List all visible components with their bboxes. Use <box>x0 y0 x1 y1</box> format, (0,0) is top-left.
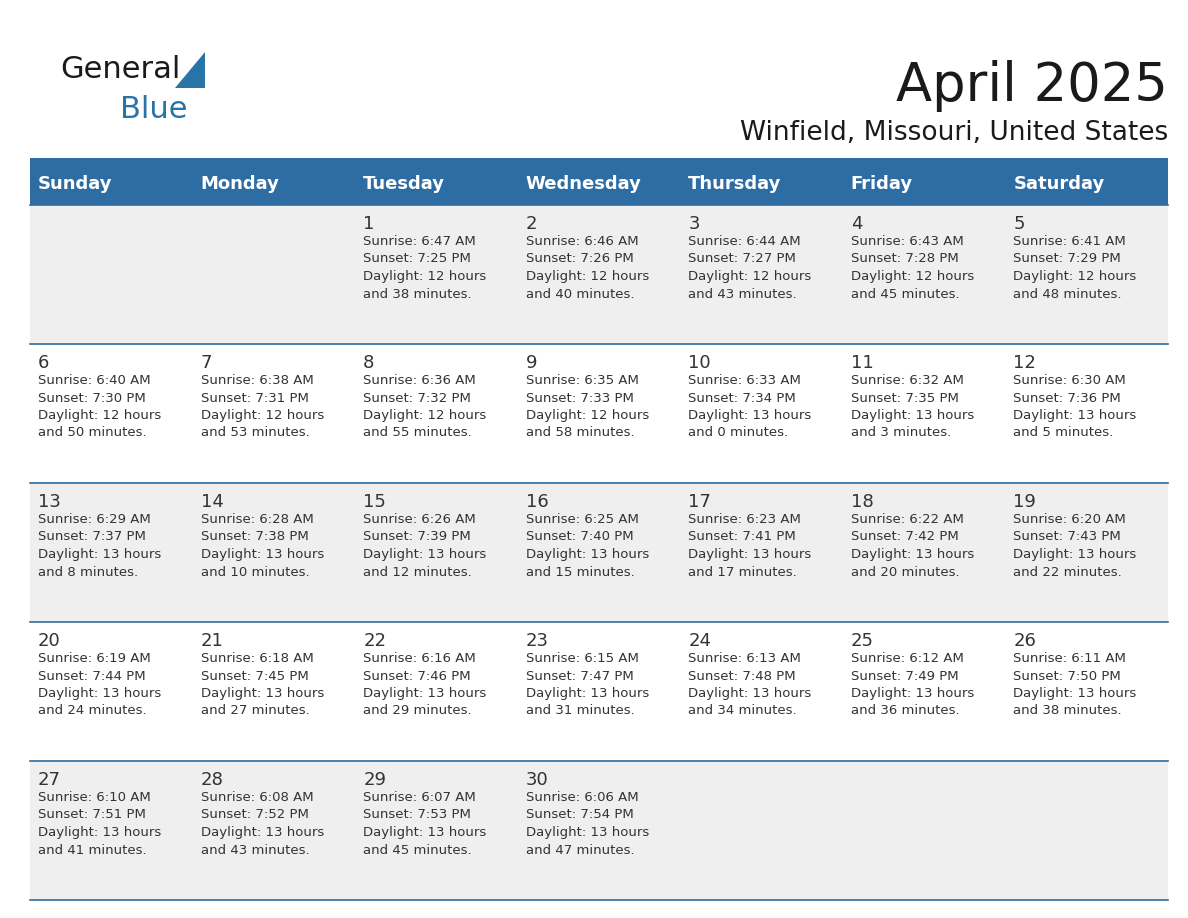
Text: Sunrise: 6:26 AM
Sunset: 7:39 PM
Daylight: 13 hours
and 12 minutes.: Sunrise: 6:26 AM Sunset: 7:39 PM Dayligh… <box>364 513 486 578</box>
Text: Sunrise: 6:32 AM
Sunset: 7:35 PM
Daylight: 13 hours
and 3 minutes.: Sunrise: 6:32 AM Sunset: 7:35 PM Dayligh… <box>851 374 974 440</box>
Text: April 2025: April 2025 <box>896 60 1168 112</box>
Text: 11: 11 <box>851 354 873 372</box>
Text: Sunrise: 6:16 AM
Sunset: 7:46 PM
Daylight: 13 hours
and 29 minutes.: Sunrise: 6:16 AM Sunset: 7:46 PM Dayligh… <box>364 652 486 718</box>
Text: 25: 25 <box>851 632 874 650</box>
Text: Sunrise: 6:40 AM
Sunset: 7:30 PM
Daylight: 12 hours
and 50 minutes.: Sunrise: 6:40 AM Sunset: 7:30 PM Dayligh… <box>38 374 162 440</box>
Bar <box>30 761 1168 900</box>
Bar <box>30 483 1168 622</box>
Text: Sunrise: 6:38 AM
Sunset: 7:31 PM
Daylight: 12 hours
and 53 minutes.: Sunrise: 6:38 AM Sunset: 7:31 PM Dayligh… <box>201 374 324 440</box>
Text: 14: 14 <box>201 493 223 511</box>
Text: Saturday: Saturday <box>1013 175 1105 193</box>
Text: Tuesday: Tuesday <box>364 175 446 193</box>
Text: Sunrise: 6:11 AM
Sunset: 7:50 PM
Daylight: 13 hours
and 38 minutes.: Sunrise: 6:11 AM Sunset: 7:50 PM Dayligh… <box>1013 652 1137 718</box>
Text: Winfield, Missouri, United States: Winfield, Missouri, United States <box>740 120 1168 146</box>
Text: Sunrise: 6:15 AM
Sunset: 7:47 PM
Daylight: 13 hours
and 31 minutes.: Sunrise: 6:15 AM Sunset: 7:47 PM Dayligh… <box>526 652 649 718</box>
Text: Sunrise: 6:19 AM
Sunset: 7:44 PM
Daylight: 13 hours
and 24 minutes.: Sunrise: 6:19 AM Sunset: 7:44 PM Dayligh… <box>38 652 162 718</box>
Text: 21: 21 <box>201 632 223 650</box>
Text: Sunrise: 6:46 AM
Sunset: 7:26 PM
Daylight: 12 hours
and 40 minutes.: Sunrise: 6:46 AM Sunset: 7:26 PM Dayligh… <box>526 235 649 300</box>
Text: 10: 10 <box>688 354 710 372</box>
Text: Sunrise: 6:07 AM
Sunset: 7:53 PM
Daylight: 13 hours
and 45 minutes.: Sunrise: 6:07 AM Sunset: 7:53 PM Dayligh… <box>364 791 486 856</box>
Text: 15: 15 <box>364 493 386 511</box>
Text: Sunrise: 6:44 AM
Sunset: 7:27 PM
Daylight: 12 hours
and 43 minutes.: Sunrise: 6:44 AM Sunset: 7:27 PM Dayligh… <box>688 235 811 300</box>
Text: 29: 29 <box>364 771 386 789</box>
Text: 17: 17 <box>688 493 712 511</box>
Text: Sunday: Sunday <box>38 175 113 193</box>
Text: Thursday: Thursday <box>688 175 782 193</box>
Text: 16: 16 <box>526 493 549 511</box>
Text: Sunrise: 6:29 AM
Sunset: 7:37 PM
Daylight: 13 hours
and 8 minutes.: Sunrise: 6:29 AM Sunset: 7:37 PM Dayligh… <box>38 513 162 578</box>
Text: 7: 7 <box>201 354 213 372</box>
Text: 28: 28 <box>201 771 223 789</box>
Text: 8: 8 <box>364 354 374 372</box>
Text: Sunrise: 6:23 AM
Sunset: 7:41 PM
Daylight: 13 hours
and 17 minutes.: Sunrise: 6:23 AM Sunset: 7:41 PM Dayligh… <box>688 513 811 578</box>
Text: 19: 19 <box>1013 493 1036 511</box>
Text: 12: 12 <box>1013 354 1036 372</box>
Text: 24: 24 <box>688 632 712 650</box>
Text: 18: 18 <box>851 493 873 511</box>
Text: Sunrise: 6:28 AM
Sunset: 7:38 PM
Daylight: 13 hours
and 10 minutes.: Sunrise: 6:28 AM Sunset: 7:38 PM Dayligh… <box>201 513 324 578</box>
Text: 1: 1 <box>364 215 374 233</box>
Text: 6: 6 <box>38 354 50 372</box>
Text: 26: 26 <box>1013 632 1036 650</box>
Text: Sunrise: 6:22 AM
Sunset: 7:42 PM
Daylight: 13 hours
and 20 minutes.: Sunrise: 6:22 AM Sunset: 7:42 PM Dayligh… <box>851 513 974 578</box>
Bar <box>30 205 1168 344</box>
Text: Blue: Blue <box>120 95 188 125</box>
Text: Monday: Monday <box>201 175 279 193</box>
Text: 20: 20 <box>38 632 61 650</box>
Text: 27: 27 <box>38 771 61 789</box>
Text: Sunrise: 6:41 AM
Sunset: 7:29 PM
Daylight: 12 hours
and 48 minutes.: Sunrise: 6:41 AM Sunset: 7:29 PM Dayligh… <box>1013 235 1137 300</box>
Bar <box>30 622 1168 761</box>
Text: 4: 4 <box>851 215 862 233</box>
Polygon shape <box>175 52 206 88</box>
Text: Friday: Friday <box>851 175 914 193</box>
Text: Sunrise: 6:06 AM
Sunset: 7:54 PM
Daylight: 13 hours
and 47 minutes.: Sunrise: 6:06 AM Sunset: 7:54 PM Dayligh… <box>526 791 649 856</box>
Bar <box>30 344 1168 483</box>
Text: Sunrise: 6:33 AM
Sunset: 7:34 PM
Daylight: 13 hours
and 0 minutes.: Sunrise: 6:33 AM Sunset: 7:34 PM Dayligh… <box>688 374 811 440</box>
Text: Sunrise: 6:30 AM
Sunset: 7:36 PM
Daylight: 13 hours
and 5 minutes.: Sunrise: 6:30 AM Sunset: 7:36 PM Dayligh… <box>1013 374 1137 440</box>
Text: Sunrise: 6:25 AM
Sunset: 7:40 PM
Daylight: 13 hours
and 15 minutes.: Sunrise: 6:25 AM Sunset: 7:40 PM Dayligh… <box>526 513 649 578</box>
Text: 13: 13 <box>38 493 61 511</box>
Text: Sunrise: 6:43 AM
Sunset: 7:28 PM
Daylight: 12 hours
and 45 minutes.: Sunrise: 6:43 AM Sunset: 7:28 PM Dayligh… <box>851 235 974 300</box>
Bar <box>30 158 1168 163</box>
Text: Sunrise: 6:47 AM
Sunset: 7:25 PM
Daylight: 12 hours
and 38 minutes.: Sunrise: 6:47 AM Sunset: 7:25 PM Dayligh… <box>364 235 486 300</box>
Text: 2: 2 <box>526 215 537 233</box>
Text: 3: 3 <box>688 215 700 233</box>
Text: General: General <box>61 55 181 84</box>
Text: Sunrise: 6:18 AM
Sunset: 7:45 PM
Daylight: 13 hours
and 27 minutes.: Sunrise: 6:18 AM Sunset: 7:45 PM Dayligh… <box>201 652 324 718</box>
Text: Sunrise: 6:08 AM
Sunset: 7:52 PM
Daylight: 13 hours
and 43 minutes.: Sunrise: 6:08 AM Sunset: 7:52 PM Dayligh… <box>201 791 324 856</box>
Bar <box>30 163 1168 205</box>
Text: Sunrise: 6:36 AM
Sunset: 7:32 PM
Daylight: 12 hours
and 55 minutes.: Sunrise: 6:36 AM Sunset: 7:32 PM Dayligh… <box>364 374 486 440</box>
Text: 30: 30 <box>526 771 549 789</box>
Text: 23: 23 <box>526 632 549 650</box>
Text: Sunrise: 6:13 AM
Sunset: 7:48 PM
Daylight: 13 hours
and 34 minutes.: Sunrise: 6:13 AM Sunset: 7:48 PM Dayligh… <box>688 652 811 718</box>
Text: Wednesday: Wednesday <box>526 175 642 193</box>
Text: 22: 22 <box>364 632 386 650</box>
Text: 9: 9 <box>526 354 537 372</box>
Text: Sunrise: 6:20 AM
Sunset: 7:43 PM
Daylight: 13 hours
and 22 minutes.: Sunrise: 6:20 AM Sunset: 7:43 PM Dayligh… <box>1013 513 1137 578</box>
Text: Sunrise: 6:12 AM
Sunset: 7:49 PM
Daylight: 13 hours
and 36 minutes.: Sunrise: 6:12 AM Sunset: 7:49 PM Dayligh… <box>851 652 974 718</box>
Text: Sunrise: 6:10 AM
Sunset: 7:51 PM
Daylight: 13 hours
and 41 minutes.: Sunrise: 6:10 AM Sunset: 7:51 PM Dayligh… <box>38 791 162 856</box>
Text: Sunrise: 6:35 AM
Sunset: 7:33 PM
Daylight: 12 hours
and 58 minutes.: Sunrise: 6:35 AM Sunset: 7:33 PM Dayligh… <box>526 374 649 440</box>
Text: 5: 5 <box>1013 215 1025 233</box>
